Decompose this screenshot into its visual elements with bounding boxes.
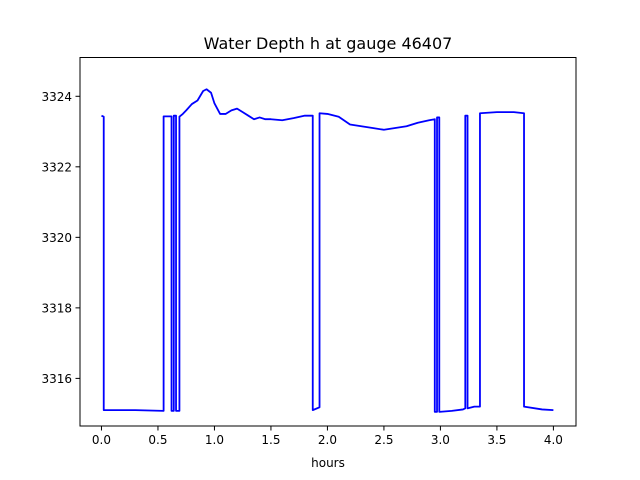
axes-frame xyxy=(79,57,577,427)
y-tick-label: 3322 xyxy=(41,160,72,174)
x-axis-label: hours xyxy=(311,456,345,470)
y-tick-label: 3316 xyxy=(41,372,72,386)
x-tick-label: 4.0 xyxy=(544,433,563,447)
x-tick-label: 0.0 xyxy=(92,433,111,447)
y-tick-label: 3318 xyxy=(41,301,72,315)
y-axis: 3316 3318 3320 3322 3324 xyxy=(41,90,80,386)
x-tick-label: 1.5 xyxy=(261,433,280,447)
x-tick-label: 2.5 xyxy=(374,433,393,447)
x-tick-label: 2.0 xyxy=(318,433,337,447)
x-tick-label: 3.5 xyxy=(487,433,506,447)
x-axis: 0.0 0.5 1.0 1.5 2.0 2.5 3.0 3.5 4.0 xyxy=(92,426,563,447)
y-tick-label: 3320 xyxy=(41,231,72,245)
x-tick-label: 0.5 xyxy=(148,433,167,447)
x-tick-label: 3.0 xyxy=(431,433,450,447)
plot-area xyxy=(101,88,554,413)
x-tick-label: 1.0 xyxy=(205,433,224,447)
series-line-0 xyxy=(101,88,554,413)
chart-title: Water Depth h at gauge 46407 xyxy=(204,34,453,53)
y-tick-label: 3324 xyxy=(41,90,72,104)
